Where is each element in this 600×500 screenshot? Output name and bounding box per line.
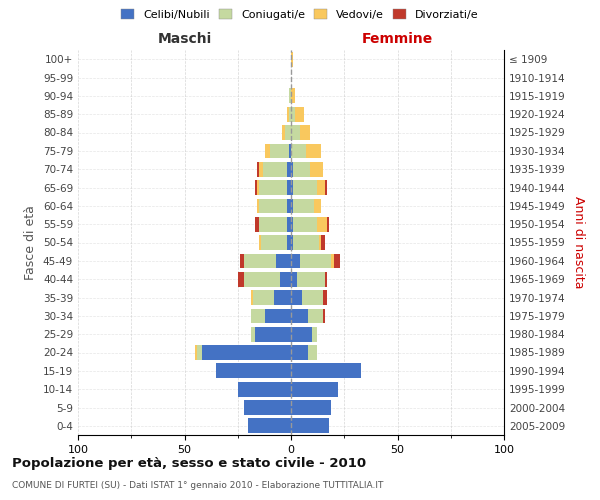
Bar xyxy=(255,180,257,195)
Bar xyxy=(291,88,295,103)
Bar xyxy=(270,144,289,158)
Bar xyxy=(261,235,287,250)
Bar xyxy=(251,327,255,342)
Bar xyxy=(238,382,291,396)
Bar xyxy=(257,180,259,195)
Bar xyxy=(325,272,327,286)
Text: COMUNE DI FURTEI (SU) - Dati ISTAT 1° gennaio 2010 - Elaborazione TUTTITALIA.IT: COMUNE DI FURTEI (SU) - Dati ISTAT 1° ge… xyxy=(12,481,383,490)
Bar xyxy=(287,198,291,213)
Bar xyxy=(259,217,287,232)
Bar xyxy=(202,345,291,360)
Bar xyxy=(313,327,317,342)
Bar xyxy=(259,235,261,250)
Bar xyxy=(259,198,287,213)
Bar xyxy=(248,418,291,433)
Bar xyxy=(291,180,293,195)
Bar xyxy=(317,217,327,232)
Bar xyxy=(325,180,327,195)
Bar xyxy=(323,308,325,323)
Bar xyxy=(265,308,291,323)
Bar xyxy=(244,400,291,415)
Y-axis label: Anni di nascita: Anni di nascita xyxy=(572,196,585,289)
Bar xyxy=(299,254,331,268)
Bar xyxy=(276,254,291,268)
Bar xyxy=(323,290,327,305)
Bar xyxy=(291,254,299,268)
Bar xyxy=(319,235,321,250)
Bar xyxy=(265,144,270,158)
Bar xyxy=(291,345,308,360)
Bar xyxy=(321,235,325,250)
Bar xyxy=(240,254,244,268)
Bar xyxy=(289,144,291,158)
Legend: Celibi/Nubili, Coniugati/e, Vedovi/e, Divorziati/e: Celibi/Nubili, Coniugati/e, Vedovi/e, Di… xyxy=(118,6,482,23)
Bar xyxy=(289,107,291,122)
Bar xyxy=(287,107,289,122)
Bar xyxy=(293,180,317,195)
Bar xyxy=(310,162,323,176)
Y-axis label: Fasce di età: Fasce di età xyxy=(25,205,37,280)
Bar xyxy=(317,180,325,195)
Text: Maschi: Maschi xyxy=(157,32,212,46)
Bar xyxy=(287,217,291,232)
Bar xyxy=(259,180,287,195)
Bar xyxy=(291,308,308,323)
Bar xyxy=(291,52,293,66)
Bar xyxy=(293,198,314,213)
Bar xyxy=(298,272,325,286)
Bar xyxy=(287,235,291,250)
Bar xyxy=(291,217,293,232)
Bar xyxy=(283,125,284,140)
Bar xyxy=(274,290,291,305)
Bar xyxy=(306,144,321,158)
Bar xyxy=(291,382,338,396)
Bar xyxy=(197,345,202,360)
Bar xyxy=(287,180,291,195)
Bar xyxy=(293,217,317,232)
Bar xyxy=(257,162,259,176)
Bar xyxy=(253,290,274,305)
Bar xyxy=(295,107,304,122)
Bar xyxy=(308,308,323,323)
Bar xyxy=(244,272,280,286)
Bar xyxy=(291,400,331,415)
Bar xyxy=(291,125,299,140)
Text: Femmine: Femmine xyxy=(362,32,433,46)
Bar xyxy=(293,235,319,250)
Bar xyxy=(299,125,310,140)
Bar xyxy=(314,198,321,213)
Bar xyxy=(293,162,310,176)
Bar xyxy=(255,217,259,232)
Bar xyxy=(263,162,287,176)
Bar xyxy=(291,144,306,158)
Bar xyxy=(291,198,293,213)
Bar xyxy=(195,345,197,360)
Bar xyxy=(257,198,259,213)
Bar xyxy=(238,272,244,286)
Bar xyxy=(291,290,302,305)
Bar xyxy=(217,364,291,378)
Bar xyxy=(291,364,361,378)
Bar xyxy=(308,345,317,360)
Bar xyxy=(291,418,329,433)
Bar xyxy=(251,290,253,305)
Bar xyxy=(327,217,329,232)
Bar xyxy=(291,235,293,250)
Bar xyxy=(259,162,263,176)
Bar xyxy=(280,272,291,286)
Bar xyxy=(291,162,293,176)
Bar xyxy=(251,308,265,323)
Bar xyxy=(284,125,291,140)
Text: Popolazione per età, sesso e stato civile - 2010: Popolazione per età, sesso e stato civil… xyxy=(12,458,366,470)
Bar xyxy=(255,327,291,342)
Bar xyxy=(331,254,334,268)
Bar xyxy=(289,88,291,103)
Bar xyxy=(291,327,313,342)
Bar xyxy=(291,272,298,286)
Bar xyxy=(334,254,340,268)
Bar xyxy=(302,290,323,305)
Bar xyxy=(287,162,291,176)
Bar xyxy=(244,254,276,268)
Bar xyxy=(291,107,295,122)
